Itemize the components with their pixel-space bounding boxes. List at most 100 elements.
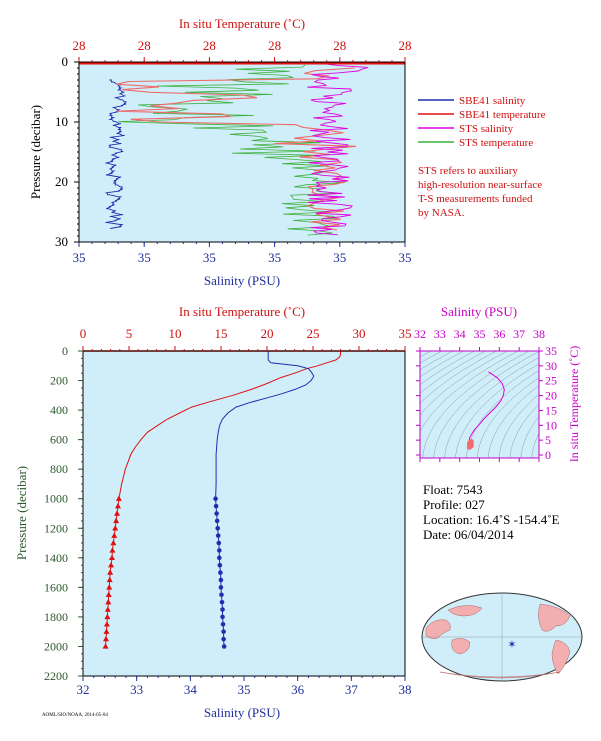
salinity-marker xyxy=(220,600,225,605)
ts-temp-tick-label: 20 xyxy=(545,389,557,403)
main-pressure-tick-label: 2200 xyxy=(44,669,68,683)
salinity-marker xyxy=(215,526,220,531)
main-temp-tick-label: 20 xyxy=(261,326,274,341)
main-pressure-tick-label: 200 xyxy=(50,374,68,388)
salinity-marker xyxy=(216,533,221,538)
main-pressure-tick-label: 1400 xyxy=(44,551,68,565)
ts-sal-tick-label: 33 xyxy=(434,327,446,341)
ts-sal-tick-label: 35 xyxy=(474,327,486,341)
top-pressure-tick-label: 20 xyxy=(55,174,68,189)
main-pressure-tick-label: 2000 xyxy=(44,639,68,653)
location: Location: 16.4˚S -154.4˚E xyxy=(423,512,560,527)
main-sal-tick-label: 37 xyxy=(345,682,359,697)
main-temp-tick-label: 10 xyxy=(169,326,182,341)
ts-sal-tick-label: 37 xyxy=(513,327,525,341)
note-line: by NASA. xyxy=(418,207,465,219)
ts-sal-tick-label: 38 xyxy=(533,327,545,341)
salinity-marker xyxy=(220,607,225,612)
top-pressure-tick-label: 30 xyxy=(55,234,68,249)
main-plot-area xyxy=(83,351,405,676)
world-map: ✶ xyxy=(422,593,582,681)
top-temp-tick-label: 28 xyxy=(268,38,281,53)
ts-temp-tick-label: 0 xyxy=(545,448,551,462)
main-pressure-tick-labels: 0200400600800100012001400160018002000220… xyxy=(44,344,68,683)
main-pressure-tick-label: 1800 xyxy=(44,610,68,624)
top-sal-tick-label: 35 xyxy=(333,250,346,265)
ts-deep-point xyxy=(469,439,473,443)
legend-label: STS temperature xyxy=(459,137,533,149)
salinity-marker xyxy=(217,556,222,561)
main-temp-tick-label: 5 xyxy=(126,326,133,341)
salinity-marker xyxy=(218,563,223,568)
salinity-marker xyxy=(218,570,223,575)
salinity-marker xyxy=(222,644,227,649)
main-pressure-tick-label: 400 xyxy=(50,403,68,417)
float-number: Float: 7543 xyxy=(423,482,483,497)
profile-number: Profile: 027 xyxy=(423,497,485,512)
main-temp-tick-label: 25 xyxy=(307,326,320,341)
ts-sal-tick-label: 32 xyxy=(414,327,426,341)
top-sal-tick-label: 35 xyxy=(399,250,412,265)
main-pressure-axis-label: Pressure (decibar) xyxy=(14,466,29,560)
salinity-marker xyxy=(219,592,224,597)
salinity-marker xyxy=(214,511,219,516)
top-temp-tick-label: 28 xyxy=(399,38,412,53)
salinity-marker xyxy=(221,622,226,627)
footer-credit: AOML/SIO/NOAA, 2014-05-04 xyxy=(42,713,108,718)
main-temp-tick-label: 0 xyxy=(80,326,87,341)
top-pressure-tick-label: 0 xyxy=(62,54,69,69)
main-temp-axis-label: In situ Temperature (˚C) xyxy=(179,304,305,319)
main-sal-tick-label: 34 xyxy=(184,682,198,697)
top-pressure-axis-label: Pressure (decibar) xyxy=(28,105,43,199)
float-info: Float: 7543 Profile: 027 Location: 16.4˚… xyxy=(423,482,560,542)
salinity-marker xyxy=(214,504,219,509)
ts-deep-point xyxy=(468,445,472,449)
main-pressure-tick-label: 800 xyxy=(50,462,68,476)
salinity-marker xyxy=(220,615,225,620)
main-sal-tick-label: 32 xyxy=(77,682,90,697)
legend-label: SBE41 salinity xyxy=(459,95,526,107)
salinity-marker xyxy=(217,548,222,553)
float-location-marker: ✶ xyxy=(507,639,516,651)
main-temp-tick-label: 35 xyxy=(399,326,412,341)
ts-temp-tick-label: 5 xyxy=(545,433,551,447)
ts-sal-axis-label: Salinity (PSU) xyxy=(441,304,517,319)
ts-temp-axis-label: In situ Temperature (˚C) xyxy=(567,346,581,463)
top-sal-tick-label: 35 xyxy=(203,250,216,265)
top-temp-tick-label: 28 xyxy=(138,38,151,53)
salinity-marker xyxy=(215,519,220,524)
top-sal-tick-label: 35 xyxy=(138,250,151,265)
main-sal-tick-label: 36 xyxy=(291,682,305,697)
top-temp-axis-label: In situ Temperature (˚C) xyxy=(179,16,305,31)
ts-temp-tick-label: 10 xyxy=(545,418,557,432)
top-temp-tick-label: 28 xyxy=(333,38,346,53)
main-sal-axis-label: Salinity (PSU) xyxy=(204,705,280,720)
ts-plot-area xyxy=(420,351,539,458)
note-line: STS refers to auxiliary xyxy=(418,165,518,177)
ts-temp-tick-label: 35 xyxy=(545,344,557,358)
legend-label: SBE41 temperature xyxy=(459,109,546,121)
top-legend: SBE41 salinity SBE41 temperature STS salin… xyxy=(418,95,546,149)
salinity-marker xyxy=(219,585,224,590)
main-pressure-tick-label: 1000 xyxy=(44,492,68,506)
salinity-marker xyxy=(221,629,226,634)
main-sal-tick-label: 35 xyxy=(238,682,251,697)
main-pressure-tick-label: 1600 xyxy=(44,580,68,594)
salinity-marker xyxy=(219,578,224,583)
top-sal-tick-labels: 35 35 35 35 35 35 xyxy=(73,250,412,265)
top-sal-tick-label: 35 xyxy=(73,250,86,265)
main-sal-tick-label: 38 xyxy=(399,682,412,697)
salinity-marker xyxy=(213,496,218,501)
main-temp-tick-label: 15 xyxy=(215,326,228,341)
top-temp-tick-label: 28 xyxy=(73,38,86,53)
main-pressure-tick-label: 0 xyxy=(62,344,68,358)
top-sal-tick-label: 35 xyxy=(268,250,281,265)
legend-label: STS salinity xyxy=(459,123,514,135)
